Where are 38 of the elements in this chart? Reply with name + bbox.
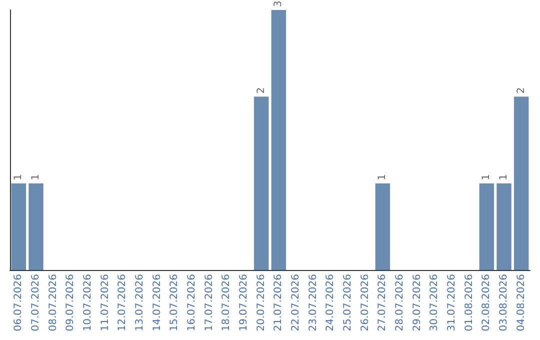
x-tick-label: 30.07.2026 bbox=[429, 274, 440, 332]
data-label: 2 bbox=[256, 87, 267, 94]
x-tick-label: 07.07.2026 bbox=[30, 274, 42, 332]
x-tick-label: 14.07.2026 bbox=[152, 274, 163, 332]
x-tick-label: 18.07.2026 bbox=[221, 274, 232, 332]
x-tick-label: 13.07.2026 bbox=[134, 274, 146, 332]
x-tick-label: 27.07.2026 bbox=[377, 274, 388, 332]
data-label: 1 bbox=[30, 174, 42, 180]
data-label: 1 bbox=[481, 174, 492, 180]
x-tick-label: 19.07.2026 bbox=[238, 274, 250, 332]
x-tick-label: 23.07.2026 bbox=[308, 274, 319, 332]
x-tick-label: 29.07.2026 bbox=[412, 274, 423, 332]
x-tick-label: 26.07.2026 bbox=[360, 274, 371, 332]
x-tick-label: 11.07.2026 bbox=[100, 274, 111, 332]
x-tick-label: 08.07.2026 bbox=[48, 274, 59, 332]
data-label: 2 bbox=[516, 87, 527, 94]
data-label: 1 bbox=[498, 174, 510, 180]
x-tick-label: 24.07.2026 bbox=[325, 274, 336, 332]
x-tick-label: 28.07.2026 bbox=[394, 274, 406, 332]
x-tick-label: 31.07.2026 bbox=[446, 274, 458, 332]
x-tick-label: 09.07.2026 bbox=[65, 274, 76, 332]
data-label: 1 bbox=[377, 174, 388, 180]
x-tick-label: 21.07.2026 bbox=[273, 274, 284, 332]
x-tick-label: 03.08.2026 bbox=[498, 274, 510, 332]
data-label: 1 bbox=[13, 174, 24, 180]
x-tick-label: 17.07.2026 bbox=[204, 274, 215, 332]
x-tick-label: 06.07.2026 bbox=[13, 274, 24, 332]
x-tick-label: 02.08.2026 bbox=[481, 274, 492, 332]
x-tick-label: 15.07.2026 bbox=[169, 274, 180, 332]
x-tick-label: 12.07.2026 bbox=[117, 274, 128, 332]
x-tick-label: 01.08.2026 bbox=[464, 274, 475, 332]
x-tick-label: 04.08.2026 bbox=[516, 274, 527, 332]
x-tick-label: 10.07.2026 bbox=[82, 274, 94, 332]
x-tick-label: 20.07.2026 bbox=[256, 274, 267, 332]
x-tick-label: 16.07.2026 bbox=[186, 274, 198, 332]
data-label: 3 bbox=[273, 0, 284, 7]
x-tick-label: 22.07.2026 bbox=[290, 274, 302, 332]
x-tick-label: 25.07.2026 bbox=[342, 274, 354, 332]
